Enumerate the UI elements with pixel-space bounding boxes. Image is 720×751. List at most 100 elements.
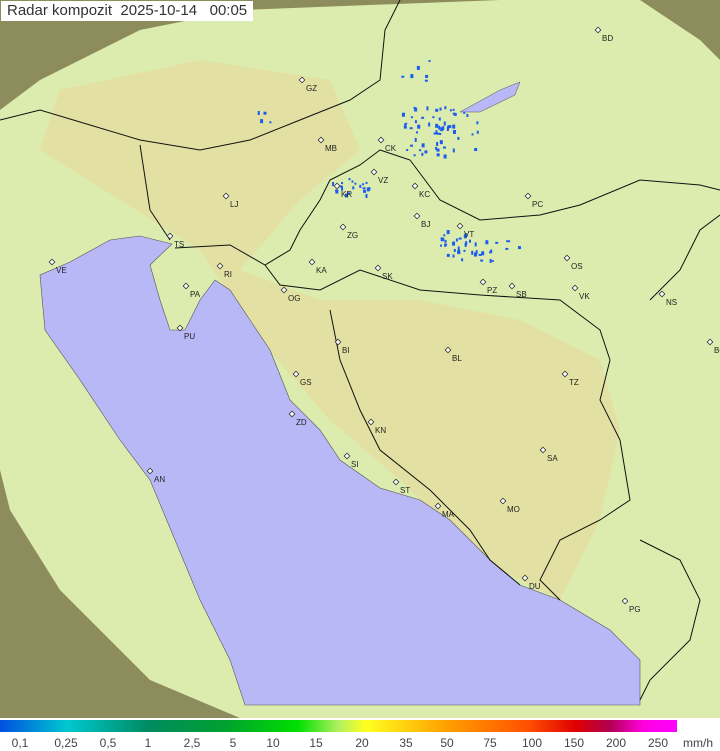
city-label: BD [602,34,613,43]
city-marker-icon [571,284,579,292]
city-marker-icon [280,286,288,294]
city-marker-icon [563,254,571,262]
precip-echo [464,242,467,247]
precip-echo [468,239,471,243]
precip-echo [452,129,456,134]
city-pc: PC [524,192,543,209]
city-label: VE [56,266,67,275]
city-gs: GS [292,370,312,387]
city-label: KN [375,426,386,435]
precip-echo [458,237,462,240]
city-marker-icon [561,370,569,378]
city-ts: TS [166,232,184,249]
city-st: ST [392,478,410,495]
precip-echo [439,140,443,145]
city-du: DU [521,574,541,591]
city-marker-icon [374,264,382,272]
country-borders [0,0,720,701]
legend-unit: mm/h [683,736,713,750]
city-marker-icon [343,452,351,460]
city-label: ST [400,486,410,495]
precip-echo [446,230,450,235]
precip-echo [404,123,407,128]
precip-echo [416,65,420,70]
precip-echo [436,148,440,152]
city-kr: KR [333,182,352,199]
city-label: KR [341,190,352,199]
city-label: MB [325,144,337,153]
legend-label: 50 [440,736,454,750]
city-label: VT [464,230,474,239]
city-vz: VZ [370,168,388,185]
city-label: OG [288,294,300,303]
city-label: PC [532,200,543,209]
precip-echo [444,243,448,246]
city-marker-icon [182,282,190,290]
city-marker-icon [317,136,325,144]
precip-echo [442,237,445,241]
city-label: BG [714,346,720,355]
precip-echo [448,125,452,129]
precip-echo [508,240,511,243]
precip-echo [345,193,349,198]
precip-echo [440,127,444,132]
city-zd: ZD [288,410,307,427]
legend-label: 150 [563,736,585,750]
precip-echo [446,253,450,257]
legend-label: 0,25 [54,736,78,750]
city-label: BI [342,346,350,355]
precip-echo [426,106,429,111]
precip-echo [425,74,429,78]
precip-echo [436,132,440,135]
city-label: ZG [347,231,358,240]
city-label: KA [316,266,327,275]
city-marker-icon [658,290,666,298]
precip-echo [436,141,439,146]
city-label: PZ [487,286,497,295]
city-label: BL [452,354,462,363]
precip-echo [368,187,371,191]
city-label: ZD [296,418,307,427]
precip-echo [443,121,446,126]
precip-echo [410,116,413,119]
city-marker-icon [508,282,516,290]
radar-map[interactable]: GZ BD MB CK LJ VZ KR KC PC ZG BJ VT TS VE KA SK OS RI PA OG… [0,0,720,718]
precip-echo [457,246,460,251]
precip-echo [443,154,447,159]
city-label: SB [516,290,527,299]
precip-echo [421,116,425,119]
city-marker-icon [444,346,452,354]
legend-label: 250 [647,736,669,750]
precip-echo [435,108,439,112]
city-sa: SA [539,446,558,463]
city-marker-icon [308,258,316,266]
city-vt: VT [456,222,474,239]
city-pg: PG [621,597,641,614]
precip-echo [446,127,449,132]
city-og: OG [280,286,300,303]
city-marker-icon [524,192,532,200]
precip-echo [474,148,478,152]
precipitation-echoes [257,60,521,263]
precip-echo [414,137,417,142]
city-label: LJ [230,200,238,209]
city-mo: MO [499,497,520,514]
precip-echo [341,182,344,185]
precip-echo [442,126,445,131]
precipitation-legend: 0,1 0,25 0,5 1 2,5 5 10 15 20 35 50 75 100 150 200 250 m… [0,718,720,751]
precip-echo [260,119,264,124]
lake-balaton [459,81,521,113]
precip-echo [476,121,479,125]
precip-echo [452,124,456,129]
city-ns: NS [658,290,677,307]
precip-echo [461,258,464,262]
city-tz: TZ [561,370,579,387]
precip-echo [452,254,455,258]
precip-echo [455,238,458,242]
city-marker-icon [176,324,184,332]
precip-echo [442,146,446,149]
legend-label: 10 [266,736,280,750]
city-pu: PU [176,324,195,341]
precip-echo [362,183,365,186]
